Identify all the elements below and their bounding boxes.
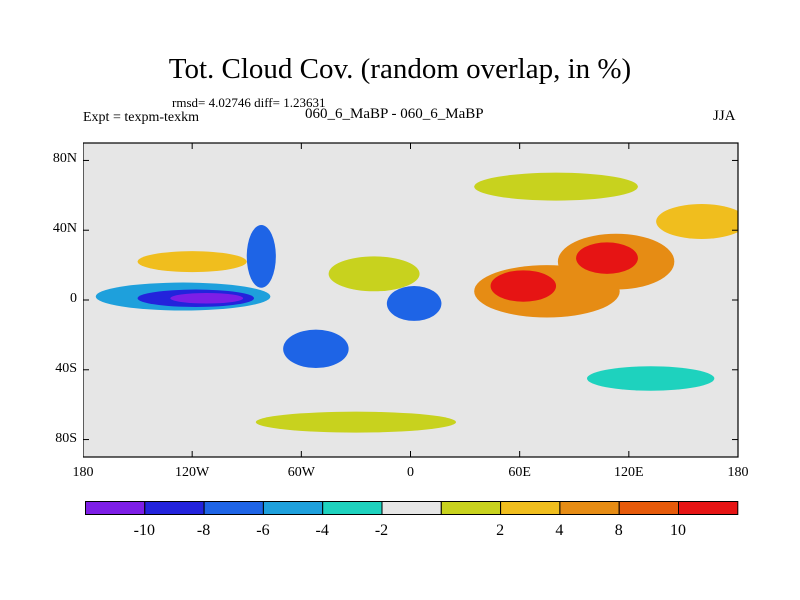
lat-tick-label: 40N	[52, 221, 77, 237]
anomaly-patch	[170, 293, 244, 304]
map-title: Tot. Cloud Cov. (random overlap, in %)	[168, 53, 632, 85]
legend-label: 10	[670, 522, 686, 539]
runs-label: 060_6_MaBP - 060_6_MaBP	[305, 106, 484, 122]
lon-tick-label: 60W	[287, 465, 315, 480]
legend-swatch	[262, 501, 324, 515]
anomaly-patch	[386, 286, 442, 321]
legend-swatch	[500, 501, 561, 515]
anomaly-patch	[328, 256, 420, 292]
legend-swatch	[203, 501, 264, 515]
legend-swatch	[440, 501, 502, 515]
legend-swatch	[144, 501, 205, 515]
stats-text: rmsd= 4.02746 diff= 1.23631	[172, 95, 326, 110]
legend-label: 8	[615, 522, 623, 539]
lat-tick-label: 80S	[55, 430, 77, 446]
lon-tick-label: 60E	[508, 465, 531, 480]
lat-tick-label: 40S	[55, 360, 77, 376]
lon-tick-label: 180	[72, 465, 94, 480]
season-label: JJA	[713, 108, 736, 124]
color-legend: -10 -8 -6 -4 -2 2 4 8 10	[85, 501, 739, 539]
legend-label: -4	[316, 522, 329, 539]
legend-swatch	[559, 501, 620, 515]
legend-label: -6	[256, 522, 269, 539]
legend-label: 2	[496, 522, 504, 539]
anomaly-patch	[656, 204, 738, 239]
legend-swatch	[322, 501, 383, 515]
experiment-label: Expt = texpm-texkm	[83, 110, 199, 125]
legend-swatch	[678, 501, 739, 515]
legend-swatch	[85, 501, 146, 515]
anomaly-patch	[474, 172, 638, 201]
lat-tick-label: 80N	[52, 151, 77, 167]
legend-label: 4	[555, 522, 563, 539]
legend-swatch	[618, 501, 680, 515]
lon-tick-label: 120W	[175, 465, 210, 480]
anomaly-patch	[283, 329, 349, 369]
legend-swatch	[381, 501, 442, 515]
anomaly-patch	[586, 366, 715, 391]
anomaly-patch	[137, 251, 247, 273]
anomaly-patch	[246, 224, 276, 288]
anomaly-patch	[576, 242, 638, 274]
legend-label: -2	[375, 522, 388, 539]
anomaly-patch	[255, 411, 456, 433]
legend-label: -8	[197, 522, 210, 539]
lon-tick-label: 120E	[614, 465, 644, 480]
lat-tick-label: 0	[70, 291, 77, 306]
legend-label: -10	[134, 522, 155, 539]
anomaly-patch	[490, 270, 557, 302]
lon-tick-label: 180	[727, 465, 749, 480]
lon-tick-label: 0	[407, 465, 414, 480]
map-plot	[83, 142, 739, 458]
